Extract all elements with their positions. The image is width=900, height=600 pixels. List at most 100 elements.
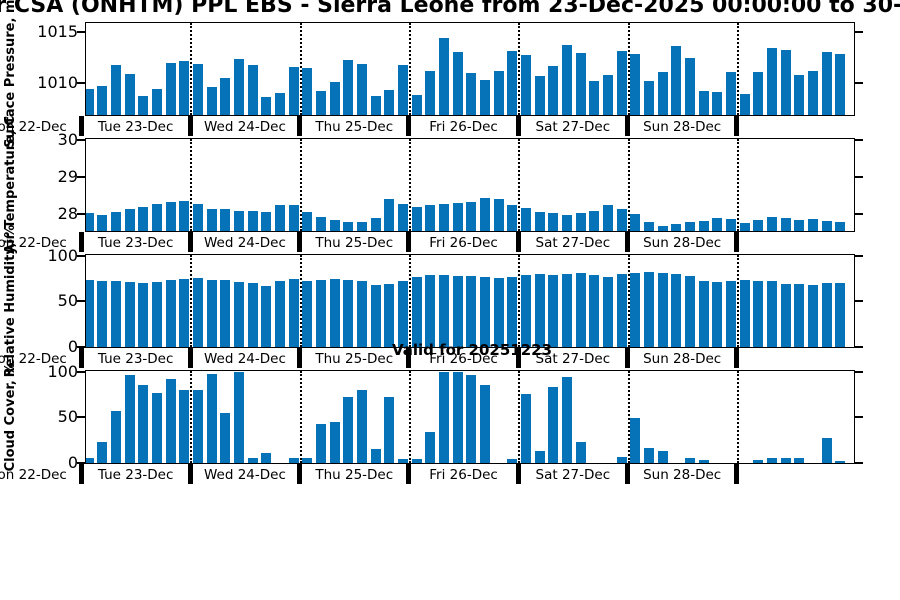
bar <box>657 451 668 463</box>
bar <box>124 282 135 347</box>
bar <box>193 204 204 231</box>
bar <box>616 50 627 115</box>
day-gridline <box>627 371 630 463</box>
bar <box>630 213 641 231</box>
bar <box>411 459 422 463</box>
bar <box>698 280 709 347</box>
day-boundary-tick <box>297 232 303 252</box>
ytick-mark-right <box>855 300 863 302</box>
day-boundary-tick <box>515 232 521 252</box>
day-boundary-tick <box>297 116 303 136</box>
day-boundary-tick <box>734 116 740 136</box>
day-label: Sun 28-Dec <box>643 351 722 367</box>
bar <box>807 285 818 347</box>
day-boundary-tick <box>297 464 303 484</box>
bar <box>780 458 791 463</box>
bar <box>575 273 586 347</box>
ytick-mark-left <box>77 82 85 85</box>
bar <box>821 220 832 231</box>
ytick-label: 100 <box>47 361 78 381</box>
bar <box>753 460 764 463</box>
bar <box>643 448 654 463</box>
bar <box>234 210 245 231</box>
day-gridline <box>518 139 521 231</box>
bar <box>589 210 600 231</box>
bar <box>671 223 682 231</box>
bar <box>657 226 668 231</box>
bar <box>370 96 381 115</box>
bar <box>329 81 340 115</box>
bar <box>684 458 695 463</box>
bar <box>466 202 477 231</box>
bar <box>343 279 354 347</box>
ytick-mark-right <box>855 370 863 373</box>
axes-box <box>85 370 855 464</box>
bar <box>794 74 805 115</box>
y-axis-label: Cloud Cover, % <box>3 362 18 472</box>
day-label: Wed 24-Dec <box>203 467 286 483</box>
bar <box>302 458 313 463</box>
bar <box>343 221 354 231</box>
bar <box>534 212 545 231</box>
bar <box>247 283 258 347</box>
bar <box>753 219 764 231</box>
bar <box>86 458 94 463</box>
bar <box>302 211 313 231</box>
ytick-mark-left <box>77 345 85 348</box>
bar <box>698 91 709 115</box>
bar <box>562 274 573 347</box>
bar <box>780 284 791 347</box>
bar <box>753 71 764 115</box>
bar <box>193 64 204 115</box>
day-label: Mon 22-Dec <box>0 119 67 135</box>
bar <box>302 68 313 115</box>
bar <box>329 219 340 231</box>
bar <box>357 280 368 347</box>
bar <box>86 212 94 231</box>
bar <box>630 273 641 347</box>
bar <box>807 70 818 115</box>
bar <box>684 276 695 347</box>
bar <box>124 374 135 463</box>
bar <box>521 393 532 463</box>
bar <box>86 89 94 115</box>
bar <box>480 384 491 463</box>
bar <box>589 275 600 347</box>
bar <box>138 206 149 231</box>
bar <box>684 58 695 115</box>
bar <box>766 457 777 463</box>
day-label: Sun 28-Dec <box>643 235 722 251</box>
bar <box>411 276 422 347</box>
day-boundary-tick <box>734 348 740 368</box>
day-boundary-tick <box>515 464 521 484</box>
bar <box>521 55 532 115</box>
bar <box>821 283 832 347</box>
day-gridline <box>736 371 739 463</box>
bar <box>411 206 422 231</box>
bar <box>575 52 586 115</box>
bar <box>794 219 805 231</box>
ytick-mark-left <box>77 416 85 418</box>
day-boundary-tick <box>187 348 193 368</box>
chart-title: gr CSA (ONHTM) PPL EBS - Sierra Leone fr… <box>0 0 900 18</box>
bar <box>97 215 108 231</box>
bar <box>234 59 245 115</box>
bar <box>548 212 559 231</box>
day-boundary-tick <box>406 464 412 484</box>
bar <box>398 65 409 115</box>
day-gridline <box>408 371 411 463</box>
bar <box>165 202 176 231</box>
bar <box>562 376 573 463</box>
ytick-mark-left <box>77 212 85 215</box>
bar <box>275 93 286 115</box>
day-gridline <box>408 255 411 347</box>
bar <box>152 392 163 463</box>
bar <box>97 86 108 115</box>
bar <box>220 77 231 115</box>
bar <box>616 209 627 231</box>
day-boundary-tick <box>187 464 193 484</box>
ytick-mark-left <box>77 30 85 33</box>
bar <box>329 278 340 347</box>
